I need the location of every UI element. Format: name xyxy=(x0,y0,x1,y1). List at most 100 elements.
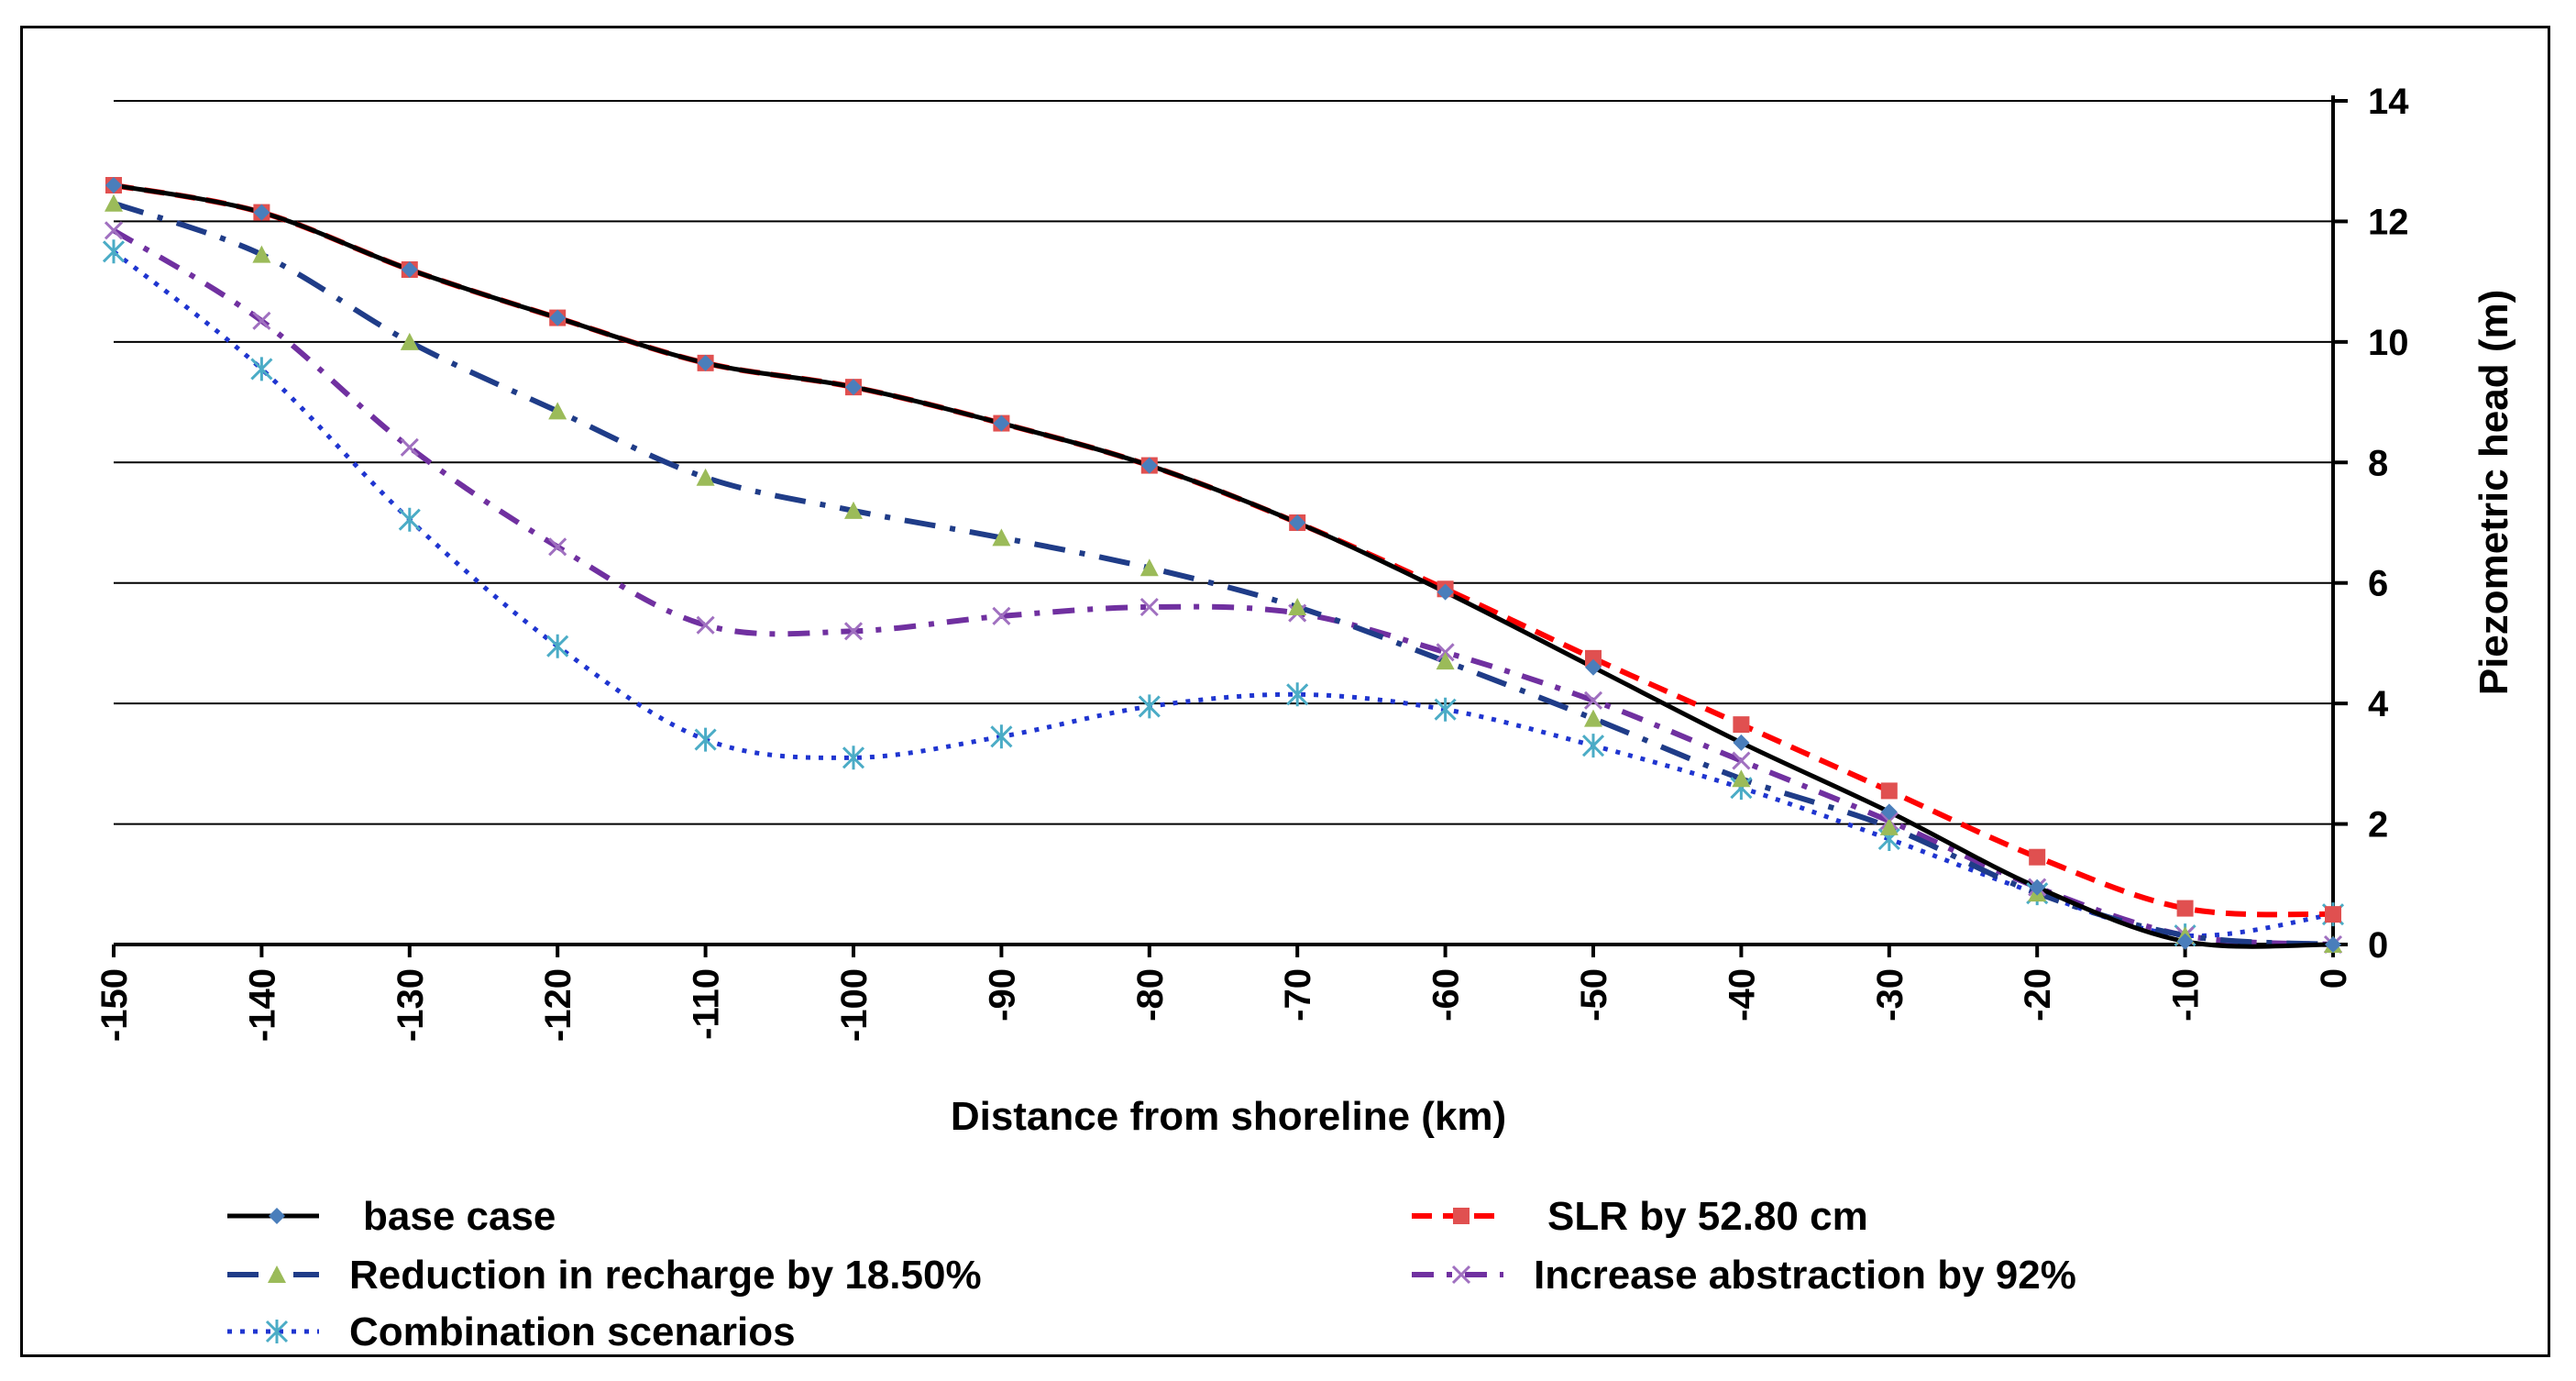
data-point-series-0 xyxy=(401,261,418,278)
data-point-series-2 xyxy=(252,245,271,263)
data-point-series-2 xyxy=(1584,709,1602,727)
y-tick-label: 14 xyxy=(2368,82,2409,122)
legend-label: Reduction in recharge by 18.50% xyxy=(349,1253,982,1298)
legend-label: Combination scenarios xyxy=(349,1309,796,1354)
data-point-series-3 xyxy=(843,622,864,641)
data-point-series-0 xyxy=(105,177,122,193)
data-point-series-2 xyxy=(1288,598,1307,615)
legend-swatch-marker xyxy=(265,1320,289,1343)
data-point-series-1 xyxy=(1585,649,1602,667)
data-point-series-4 xyxy=(990,724,1013,749)
data-point-series-3 xyxy=(1732,751,1751,770)
x-tick-label: -60 xyxy=(1426,968,1467,1022)
data-point-series-0 xyxy=(1140,457,1158,474)
data-point-series-0 xyxy=(1585,658,1602,676)
y-tick-label: 12 xyxy=(2368,202,2409,242)
x-tick-label: -80 xyxy=(1130,968,1171,1022)
data-point-series-2 xyxy=(696,468,715,486)
data-point-series-4 xyxy=(250,357,273,381)
x-tick-label: -130 xyxy=(391,968,431,1042)
data-point-series-0 xyxy=(1880,803,1898,821)
data-point-series-2 xyxy=(1139,558,1159,577)
data-point-series-2 xyxy=(400,332,419,350)
x-tick-label: -40 xyxy=(1722,968,1762,1022)
data-point-series-3 xyxy=(992,606,1011,625)
x-tick-label: -120 xyxy=(538,968,578,1042)
x-tick-label: -50 xyxy=(1574,968,1614,1022)
data-point-series-1 xyxy=(1880,782,1898,800)
series-line-4 xyxy=(112,249,2334,939)
y-tick-label: 6 xyxy=(2368,564,2388,604)
legend: base case SLR by 52.80 cm Reduction in rec… xyxy=(227,1194,2076,1354)
data-point-series-4 xyxy=(1434,697,1457,722)
data-point-series-4 xyxy=(694,727,717,752)
legend-label: base case xyxy=(363,1194,556,1239)
series-line-3 xyxy=(112,227,2334,947)
x-tick-label: -20 xyxy=(2018,968,2058,1022)
axes xyxy=(114,95,2335,946)
data-point-series-0 xyxy=(697,354,714,371)
data-point-series-3 xyxy=(548,537,567,557)
gridlines xyxy=(114,100,2333,825)
data-point-series-0 xyxy=(2325,936,2341,953)
data-point-series-0 xyxy=(1289,514,1306,531)
data-point-series-0 xyxy=(845,379,862,396)
data-point-series-0 xyxy=(1437,583,1454,601)
data-point-series-3 xyxy=(400,437,419,457)
data-point-series-3 xyxy=(104,221,124,240)
y-tick-label: 10 xyxy=(2368,323,2409,363)
x-tick-label: -30 xyxy=(1870,968,1910,1022)
data-point-series-4 xyxy=(1581,734,1605,758)
data-point-series-1 xyxy=(1733,716,1750,734)
data-point-series-1 xyxy=(2325,906,2341,923)
data-point-series-2 xyxy=(105,193,123,212)
x-tick-label: -110 xyxy=(687,968,727,1040)
legend-swatch-marker xyxy=(269,1208,285,1224)
data-point-series-4 xyxy=(546,634,569,658)
data-point-series-3 xyxy=(1139,597,1159,617)
data-point-series-4 xyxy=(1138,694,1161,719)
y-tick-label: 0 xyxy=(2368,925,2388,966)
data-point-series-2 xyxy=(1732,769,1751,788)
x-tick-label: -70 xyxy=(1278,968,1318,1022)
data-point-series-0 xyxy=(2029,878,2046,896)
y-axis-ticks: 0 2 4 6 8 10 12 14 xyxy=(2333,82,2409,966)
series-line-0 xyxy=(113,182,2334,949)
series-line-2 xyxy=(113,200,2334,947)
data-point-series-0 xyxy=(1733,734,1750,751)
legend-swatch-marker xyxy=(1453,1208,1470,1224)
data-point-series-0 xyxy=(2176,933,2194,950)
data-point-series-1 xyxy=(2176,900,2194,917)
data-point-series-2 xyxy=(1436,652,1455,670)
legend-label: Increase abstraction by 92% xyxy=(1534,1253,2076,1298)
y-tick-label: 2 xyxy=(2368,805,2388,845)
y-axis-title: Piezometric head (m) xyxy=(2471,290,2516,696)
legend-swatch-marker xyxy=(268,1265,286,1283)
x-axis-ticks: -150 -140 -130 -120 -110 -100 -90 -80 -70 -60 -50-… xyxy=(94,945,2354,1042)
x-tick-label: 0 xyxy=(2314,968,2354,989)
data-point-series-0 xyxy=(549,309,567,326)
data-point-series-0 xyxy=(253,204,270,221)
data-point-series-4 xyxy=(102,239,126,264)
data-point-series-1 xyxy=(2029,848,2046,866)
legend-swatch-marker xyxy=(1451,1265,1471,1285)
data-point-series-2 xyxy=(1879,817,1899,835)
series-markers xyxy=(102,177,2345,955)
y-tick-label: 4 xyxy=(2368,684,2389,724)
x-tick-label: -150 xyxy=(94,968,135,1042)
chart-frame xyxy=(20,26,2550,1357)
data-point-series-2 xyxy=(992,528,1011,547)
x-axis-title: Distance from shoreline (km) xyxy=(951,1094,1506,1139)
x-tick-label: -90 xyxy=(982,968,1022,1022)
y-tick-label: 8 xyxy=(2368,443,2388,483)
legend-label: SLR by 52.80 cm xyxy=(1547,1194,1868,1239)
series-lines xyxy=(112,182,2334,949)
data-point-series-4 xyxy=(398,507,421,532)
data-point-series-2 xyxy=(548,402,567,420)
x-tick-label: -100 xyxy=(834,968,875,1042)
data-point-series-2 xyxy=(844,501,863,519)
data-point-series-3 xyxy=(696,615,715,635)
x-tick-label: -10 xyxy=(2166,968,2207,1022)
series-line-1 xyxy=(113,182,2334,918)
